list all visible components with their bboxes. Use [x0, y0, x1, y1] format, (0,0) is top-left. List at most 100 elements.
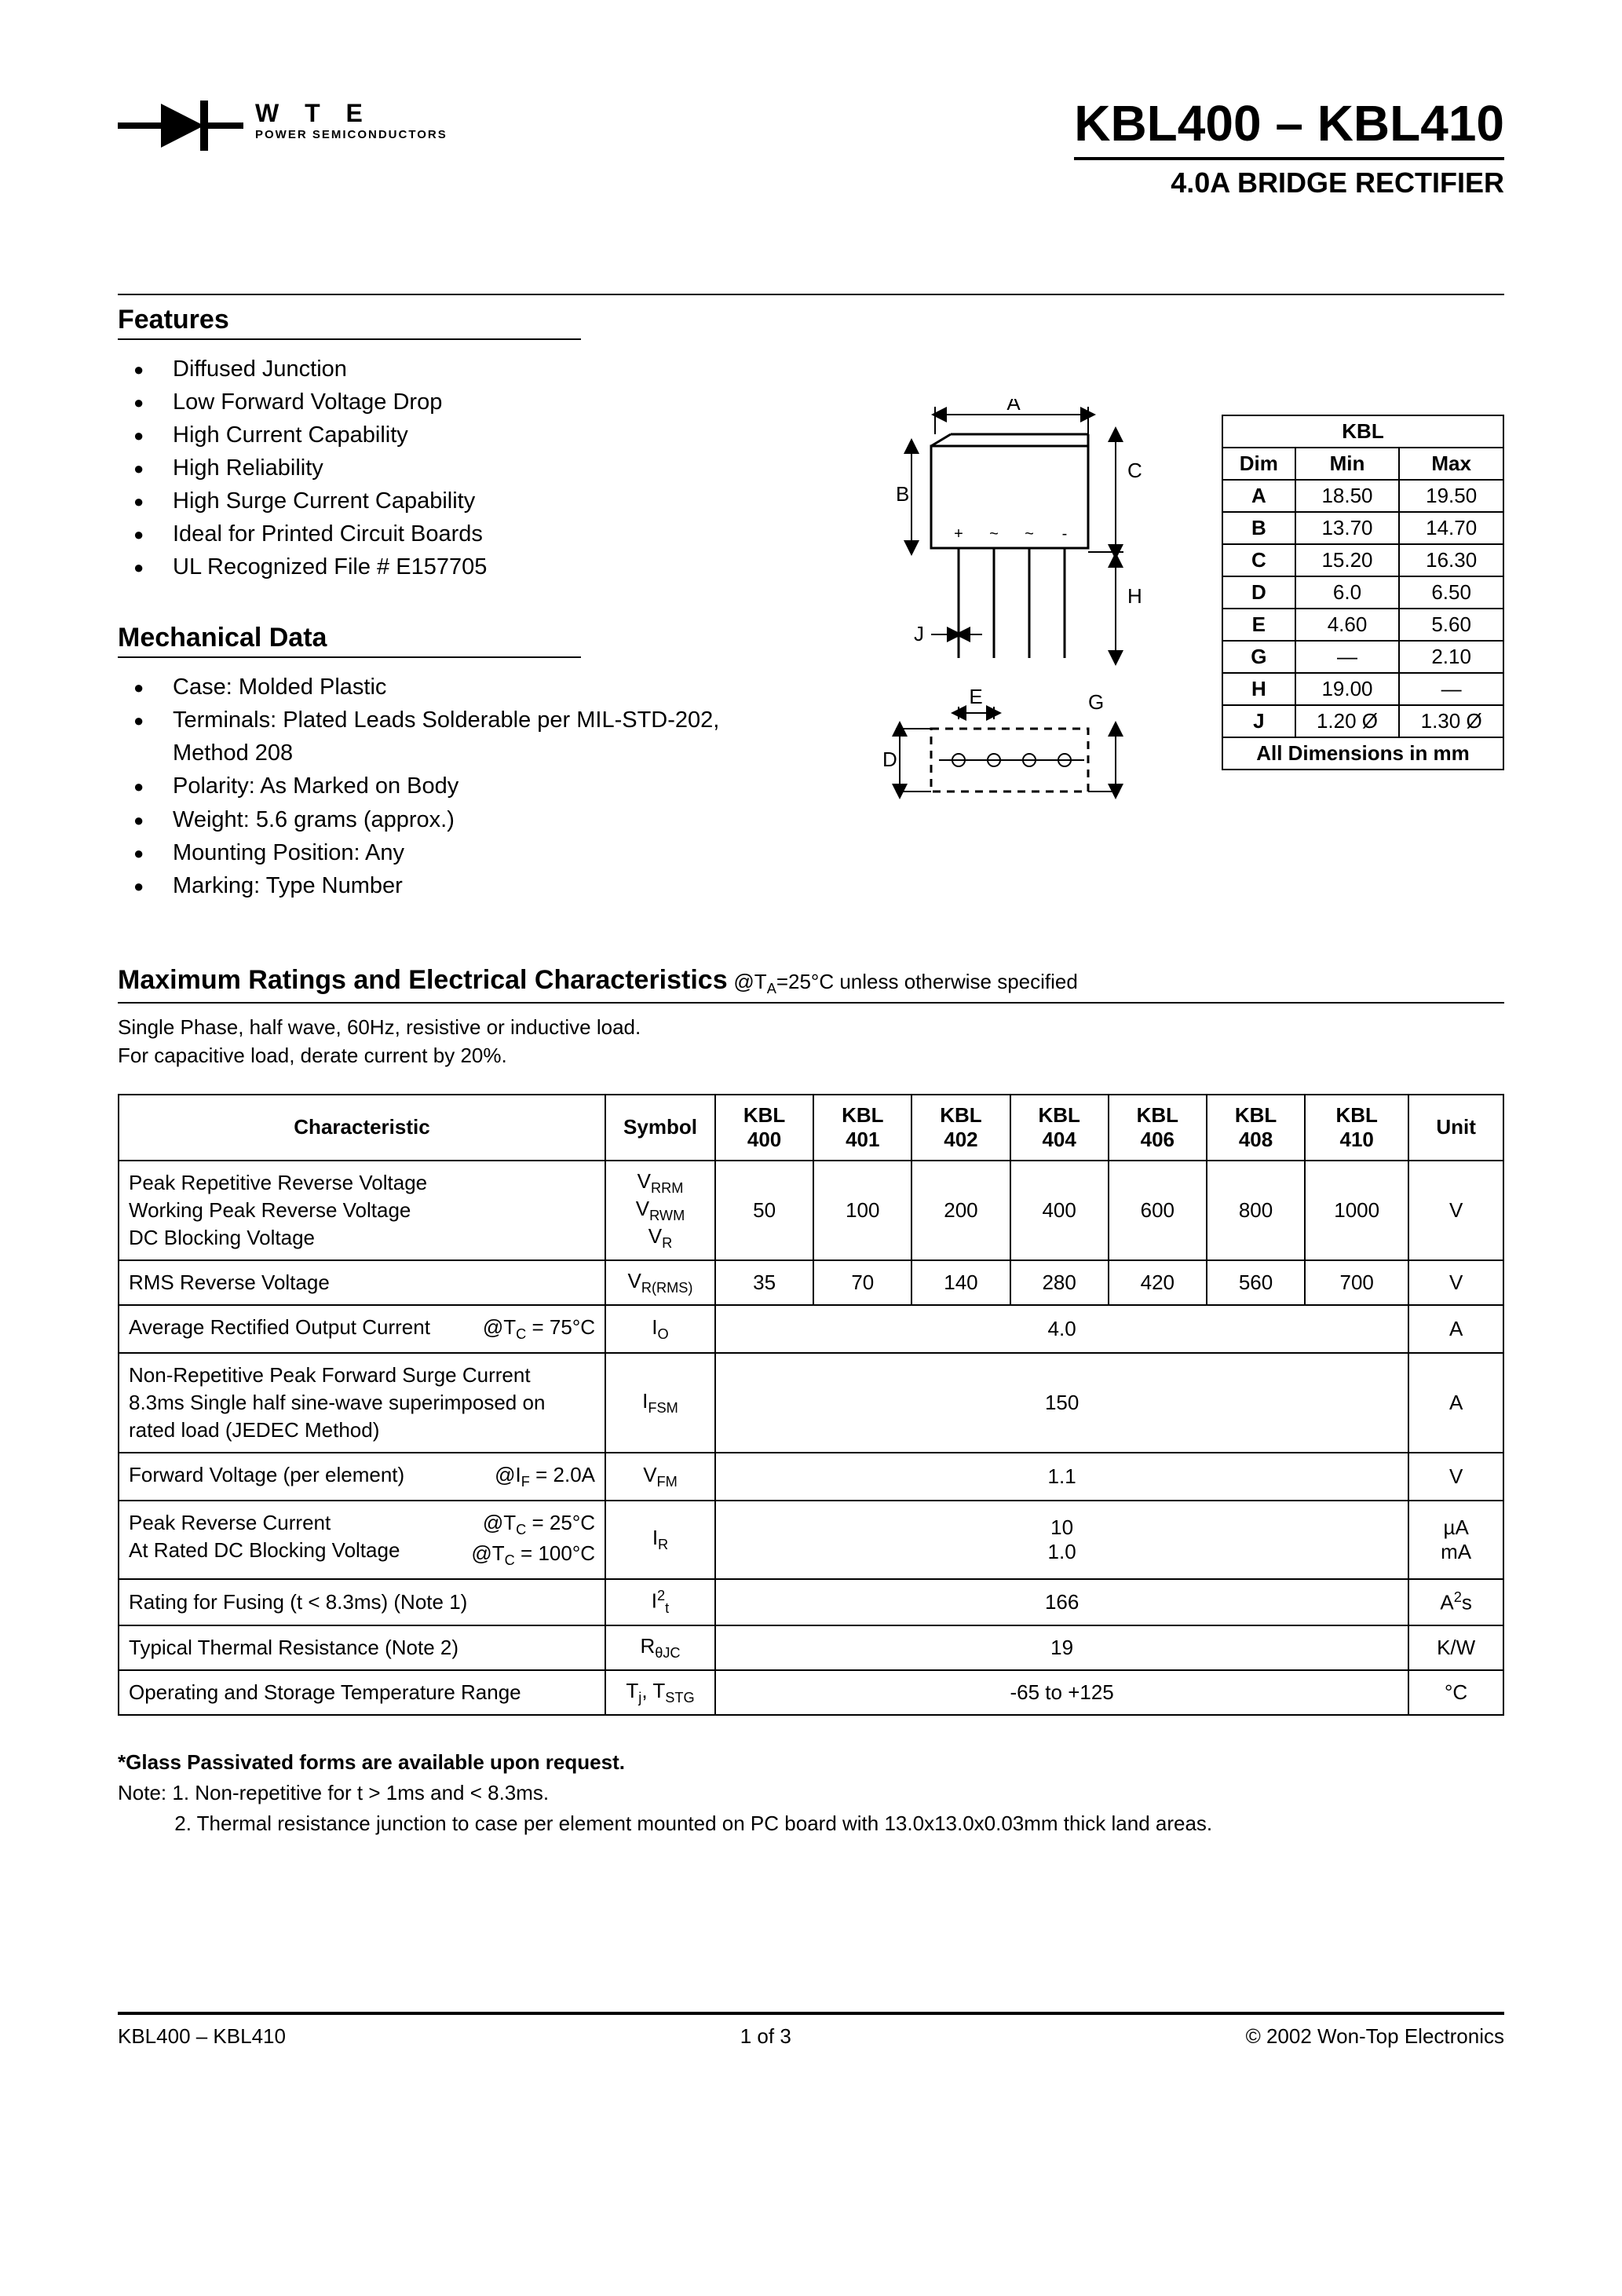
dim-cell: — [1399, 673, 1503, 705]
ratings-heading: Maximum Ratings and Electrical Character… [118, 965, 1504, 997]
ratings-value-span: 19 [715, 1625, 1408, 1670]
logo-letters: W T E [255, 99, 448, 128]
dimensions-table: KBL DimMinMax A18.5019.50B13.7014.70C15.… [1222, 415, 1504, 770]
dim-cell: 19.50 [1399, 480, 1503, 512]
ratings-col-header: KBL400 [715, 1095, 813, 1161]
footer-left: KBL400 – KBL410 [118, 2024, 286, 2049]
ratings-value: 35 [715, 1260, 813, 1305]
ratings-unit: V [1408, 1453, 1503, 1501]
svg-text:-: - [1062, 525, 1068, 543]
dim-cell: C [1222, 544, 1295, 576]
ratings-note: Single Phase, half wave, 60Hz, resistive… [118, 1013, 1504, 1070]
dim-col-header: Max [1399, 448, 1503, 480]
dim-cell: G [1222, 641, 1295, 673]
ratings-value: 400 [1010, 1161, 1109, 1261]
ratings-symbol: VRRMVRWMVR [605, 1161, 715, 1261]
ratings-value-span: 4.0 [715, 1305, 1408, 1353]
ratings-value: 200 [911, 1161, 1010, 1261]
dim-cell: 6.0 [1295, 576, 1400, 609]
ratings-symbol: RθJC [605, 1625, 715, 1670]
ratings-value-span: 150 [715, 1353, 1408, 1453]
title-sub: 4.0A BRIDGE RECTIFIER [1074, 166, 1504, 199]
ratings-symbol: I2t [605, 1579, 715, 1625]
dim-cell: 18.50 [1295, 480, 1400, 512]
ratings-characteristic: Rating for Fusing (t < 8.3ms) (Note 1) [119, 1579, 605, 1625]
dim-cell: 19.00 [1295, 673, 1400, 705]
ratings-characteristic: Non-Repetitive Peak Forward Surge Curren… [119, 1353, 605, 1453]
mechanical-title: Mechanical Data [118, 623, 581, 658]
dim-col-header: Dim [1222, 448, 1295, 480]
ratings-value: 700 [1305, 1260, 1408, 1305]
dim-caption: All Dimensions in mm [1222, 737, 1503, 770]
svg-text:~: ~ [1025, 525, 1034, 543]
ratings-row: Peak Repetitive Reverse VoltageWorking P… [119, 1161, 1503, 1261]
ratings-row: RMS Reverse VoltageVR(RMS)35701402804205… [119, 1260, 1503, 1305]
ratings-symbol: IR [605, 1501, 715, 1579]
dim-cell: 14.70 [1399, 512, 1503, 544]
left-column: Features Diffused JunctionLow Forward Vo… [118, 305, 798, 902]
ratings-value: 280 [1010, 1260, 1109, 1305]
footnotes: *Glass Passivated forms are available up… [118, 1747, 1504, 1839]
mechanical-item: Polarity: As Marked on Body [133, 770, 798, 803]
ratings-row: Rating for Fusing (t < 8.3ms) (Note 1)I2… [119, 1579, 1503, 1625]
dim-cell: B [1222, 512, 1295, 544]
svg-text:E: E [969, 685, 982, 708]
ratings-col-header: KBL401 [813, 1095, 911, 1161]
mid-content-row: Features Diffused JunctionLow Forward Vo… [118, 305, 1504, 902]
dim-cell: 6.50 [1399, 576, 1503, 609]
dim-row: E4.605.60 [1222, 609, 1503, 641]
logo-subtitle: POWER SEMICONDUCTORS [255, 128, 448, 141]
dim-cell: A [1222, 480, 1295, 512]
ratings-row: Typical Thermal Resistance (Note 2)RθJC1… [119, 1625, 1503, 1670]
feature-item: High Current Capability [133, 419, 798, 452]
svg-text:+: + [954, 525, 963, 543]
feature-item: Ideal for Printed Circuit Boards [133, 517, 798, 550]
dim-row: A18.5019.50 [1222, 480, 1503, 512]
ratings-col-header: Unit [1408, 1095, 1503, 1161]
title-main: KBL400 – KBL410 [1074, 94, 1504, 160]
svg-text:J: J [914, 622, 924, 645]
dim-row: H19.00— [1222, 673, 1503, 705]
ratings-unit: V [1408, 1260, 1503, 1305]
mechanical-block: Mechanical Data Case: Molded PlasticTerm… [118, 623, 798, 901]
ratings-value: 420 [1109, 1260, 1207, 1305]
svg-text:~: ~ [989, 525, 999, 543]
ratings-symbol: VFM [605, 1453, 715, 1501]
dim-cell: 1.20 Ø [1295, 705, 1400, 737]
mechanical-list: Case: Molded PlasticTerminals: Plated Le… [118, 671, 798, 901]
ratings-unit: V [1408, 1161, 1503, 1261]
dim-cell: D [1222, 576, 1295, 609]
ratings-col-header: KBL408 [1207, 1095, 1305, 1161]
ratings-value: 600 [1109, 1161, 1207, 1261]
ratings-title: Maximum Ratings and Electrical Character… [118, 965, 728, 995]
mechanical-item: Marking: Type Number [133, 869, 798, 902]
footer-center: 1 of 3 [740, 2024, 791, 2049]
ratings-symbol: IFSM [605, 1353, 715, 1453]
svg-text:C: C [1127, 459, 1142, 482]
ratings-characteristic: Peak Reverse CurrentAt Rated DC Blocking… [119, 1501, 605, 1579]
ratings-row: Average Rectified Output Current@TC = 75… [119, 1305, 1503, 1353]
ratings-unit: A2s [1408, 1579, 1503, 1625]
ratings-col-header: Symbol [605, 1095, 715, 1161]
ratings-col-header: KBL406 [1109, 1095, 1207, 1161]
ratings-col-header: KBL402 [911, 1095, 1010, 1161]
dim-cell: 2.10 [1399, 641, 1503, 673]
ratings-characteristic: Peak Repetitive Reverse VoltageWorking P… [119, 1161, 605, 1261]
features-title: Features [118, 305, 581, 340]
dim-cell: 13.70 [1295, 512, 1400, 544]
diode-logo-icon [118, 94, 243, 157]
dim-row: C15.2016.30 [1222, 544, 1503, 576]
ratings-value-span: 166 [715, 1579, 1408, 1625]
ratings-unit: °C [1408, 1670, 1503, 1715]
dim-header-span: KBL [1222, 415, 1503, 448]
ratings-value: 50 [715, 1161, 813, 1261]
ratings-condition: @TA=25°C unless otherwise specified [733, 970, 1077, 993]
ratings-value-span: -65 to +125 [715, 1670, 1408, 1715]
svg-text:D: D [882, 748, 897, 771]
separator-rule [118, 294, 1504, 295]
ratings-characteristic: Forward Voltage (per element)@IF = 2.0A [119, 1453, 605, 1501]
logo-block: W T E POWER SEMICONDUCTORS [118, 94, 448, 157]
dim-cell: 5.60 [1399, 609, 1503, 641]
mechanical-item: Mounting Position: Any [133, 836, 798, 869]
ratings-unit: µAmA [1408, 1501, 1503, 1579]
